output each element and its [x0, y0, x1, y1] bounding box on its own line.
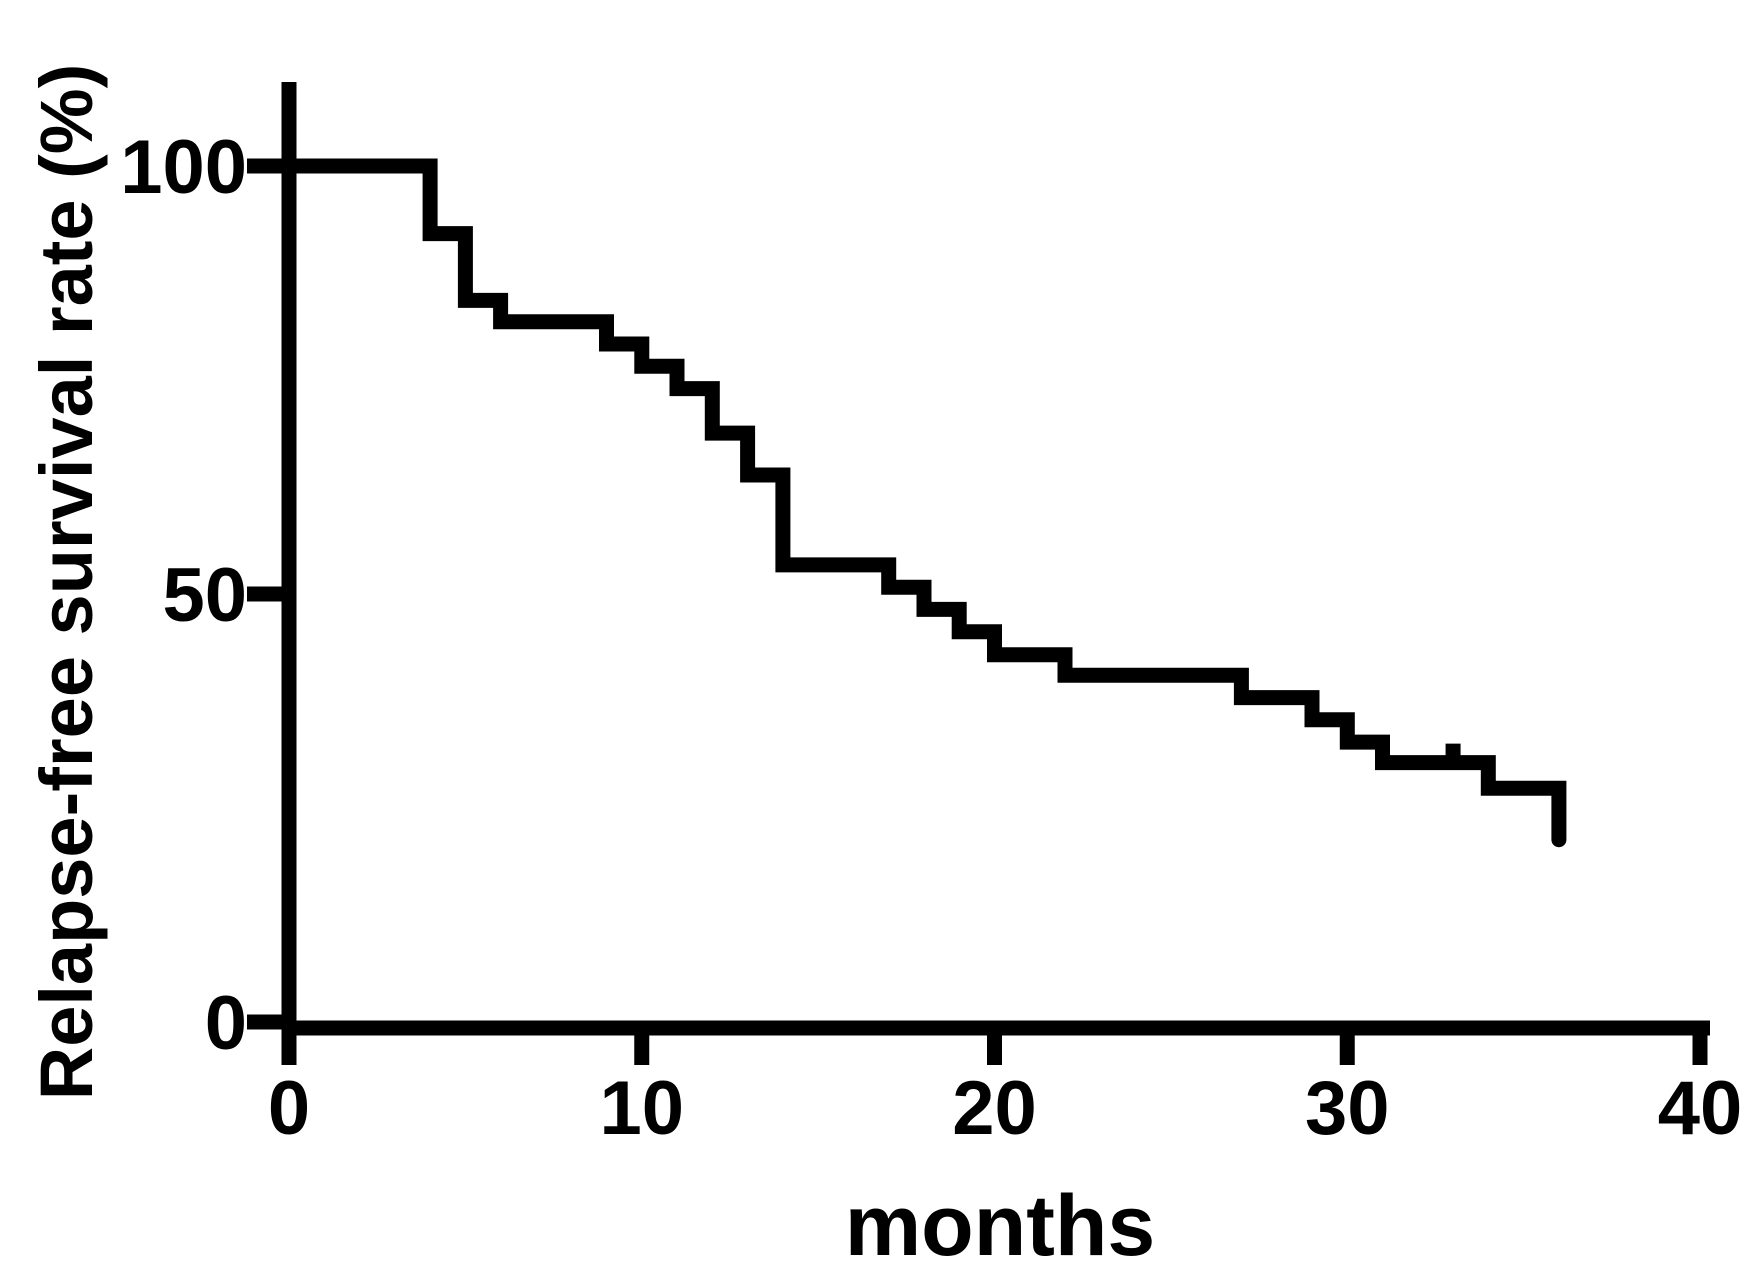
- x-tick-label: 20: [952, 1066, 1037, 1151]
- y-axis-title: Relapse-free survival rate (%): [25, 64, 108, 1100]
- x-axis-title: months: [845, 1178, 1156, 1274]
- survival-curve: [281, 158, 1567, 848]
- x-tick-label: 10: [599, 1066, 684, 1151]
- y-tick-label: 50: [162, 553, 247, 638]
- x-tick-label: 0: [268, 1066, 310, 1151]
- x-tick-label: 30: [1305, 1066, 1390, 1151]
- y-tick-label: 0: [205, 981, 247, 1066]
- x-tick-label: 40: [1658, 1066, 1743, 1151]
- y-tick-label: 100: [120, 125, 247, 210]
